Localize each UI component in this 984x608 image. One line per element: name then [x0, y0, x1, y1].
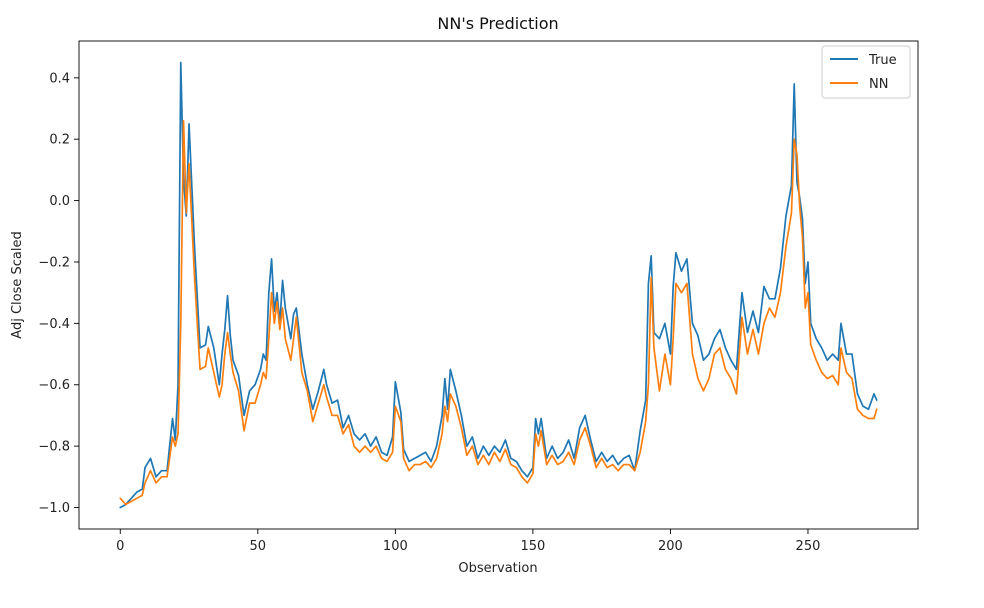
x-tick-label: 250: [796, 539, 821, 554]
y-tick-label: −0.6: [38, 378, 70, 393]
y-tick-label: 0.4: [49, 71, 70, 86]
x-tick-label: 200: [658, 539, 683, 554]
y-tick-label: −0.8: [38, 440, 70, 455]
y-tick-label: −1.0: [38, 501, 70, 516]
y-tick-label: −0.4: [38, 317, 70, 332]
legend-nn-label: NN: [869, 77, 888, 92]
legend-true-label: True: [868, 53, 897, 68]
series-line-nn: [119, 119, 878, 506]
x-axis: 0 50 100 150 200 250: [116, 529, 820, 554]
plot-area: [119, 61, 878, 509]
x-axis-title: Observation: [458, 561, 537, 576]
series-line-true: [119, 61, 878, 509]
y-axis: −1.0 −0.8 −0.6 −0.4 −0.2 0.0 0.2 0.4: [38, 71, 79, 516]
x-tick-label: 0: [116, 539, 124, 554]
chart-title: NN's Prediction: [437, 14, 558, 33]
legend: True NN: [821, 45, 911, 99]
y-axis-title: Adj Close Scaled: [10, 231, 25, 338]
y-tick-label: 0.0: [49, 194, 70, 209]
y-tick-label: 0.2: [49, 133, 70, 148]
x-tick-label: 100: [383, 539, 408, 554]
legend-box: [821, 45, 911, 99]
plot-frame: [78, 40, 919, 530]
y-tick-label: −0.2: [38, 255, 70, 270]
x-tick-label: 50: [250, 539, 267, 554]
x-tick-label: 150: [520, 539, 545, 554]
